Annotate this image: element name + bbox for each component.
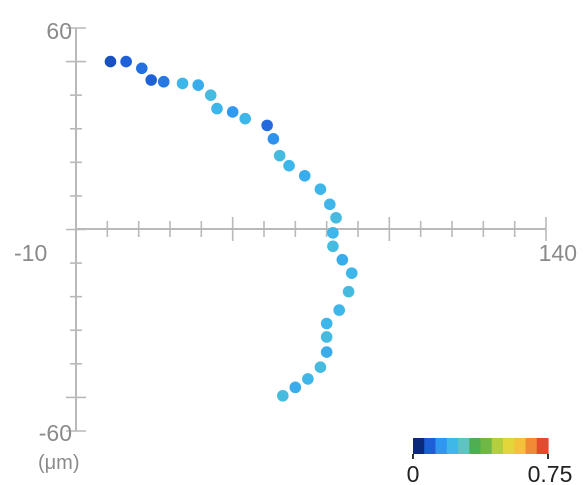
colorbar-segment [525,438,538,454]
data-point [342,285,355,298]
data-point [302,373,314,385]
data-point [120,55,132,68]
colorbar-segment [503,438,515,454]
data-point [336,253,349,266]
data-point [320,331,333,343]
data-point [277,389,289,402]
colorbar-segment [435,438,448,454]
y-tick-label-max: 60 [46,18,72,44]
x-tick-label-min: -10 [14,240,47,266]
colorbar-segment [491,438,504,454]
unit-label: (μm) [38,452,80,474]
colorbar-max-label: 0.75 [528,461,573,485]
data-point [289,381,302,394]
data-point [239,112,251,125]
data-point [298,169,311,182]
data-point [320,317,333,330]
data-point [314,183,327,195]
colorbar-segment [446,438,459,454]
colorbar-segment [458,438,470,454]
data-point [267,133,280,145]
data-point [211,102,223,115]
data-point [327,240,339,253]
data-point [204,89,217,101]
data-point [145,74,157,86]
colorbar-segment [514,438,527,454]
data-point [330,211,342,224]
data-point [333,304,346,316]
data-point [345,267,358,279]
axes [75,28,546,431]
colorbar-segment [469,438,482,454]
data-point [192,79,204,91]
y-tick-label-min: -60 [39,420,72,446]
colorbar-segment [424,438,437,454]
data-point [176,77,189,90]
colorbar-min-label: 0 [407,461,420,485]
colorbar-segment [536,438,549,454]
y-axis-ticks [66,27,86,432]
data-point [283,159,295,172]
data-point [104,55,117,68]
data-point [324,198,336,211]
colorbar: 0 0.75 [407,438,573,485]
data-point [327,227,339,239]
data-points [104,55,358,402]
colorbar-gradient [413,438,549,454]
data-point [320,346,333,358]
x-tick-label-max: 140 [539,240,577,266]
data-point [273,149,286,162]
x-axis-ticks [75,217,547,241]
colorbar-segment [480,438,493,454]
data-point [136,62,148,75]
data-point [157,75,170,88]
colorbar-segment [413,438,425,454]
data-point [261,119,273,132]
data-point [314,361,327,373]
data-point [226,106,239,118]
